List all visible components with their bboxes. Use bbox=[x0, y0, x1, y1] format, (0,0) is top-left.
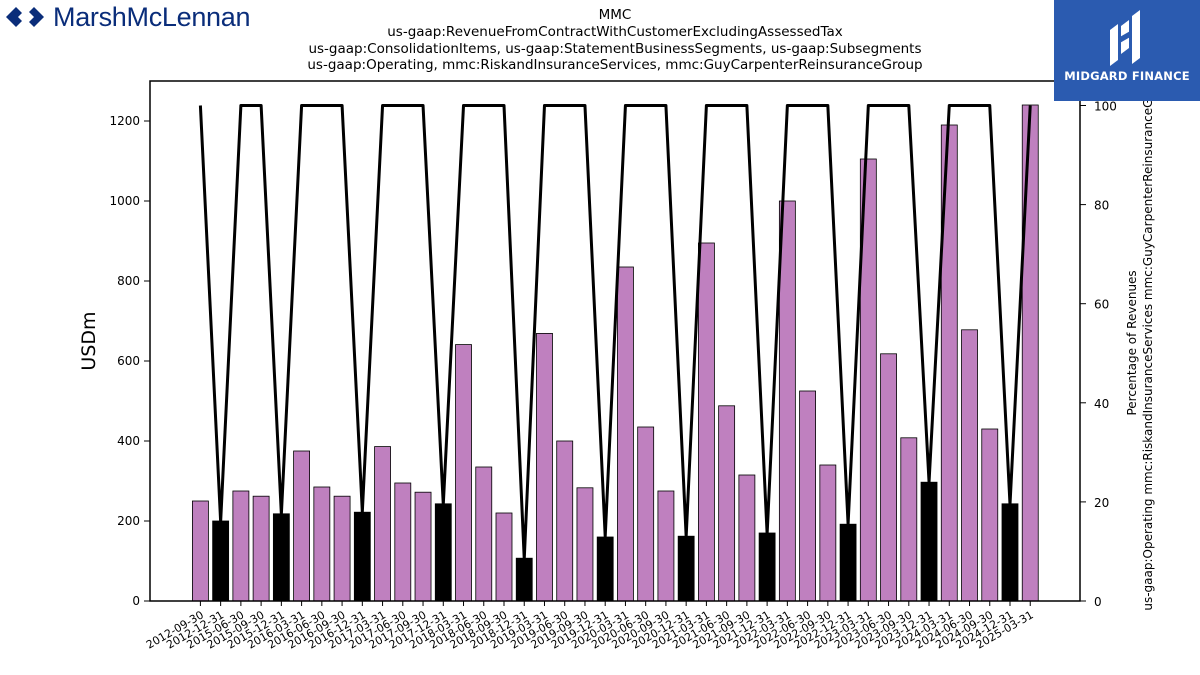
bar bbox=[799, 390, 816, 602]
midgard-brand-text: MIDGARD FINANCE bbox=[1064, 69, 1190, 83]
y2-tick-label: 40 bbox=[1094, 397, 1109, 411]
title-line-3: us-gaap:ConsolidationItems, us-gaap:Stat… bbox=[308, 40, 922, 57]
bar bbox=[434, 503, 452, 602]
bar bbox=[718, 405, 736, 602]
y-tick-label: 400 bbox=[117, 434, 140, 448]
bar bbox=[900, 437, 918, 602]
bar bbox=[920, 481, 938, 602]
y2-tick-label: 100 bbox=[1094, 100, 1117, 114]
y-axis-label: USDm bbox=[78, 311, 100, 370]
y-axis-left: 0 200 400 600 800 1000 1200 bbox=[109, 114, 150, 608]
y2-tick-label: 80 bbox=[1094, 199, 1109, 213]
bar bbox=[596, 536, 614, 602]
bar bbox=[1001, 503, 1019, 602]
bar bbox=[637, 426, 655, 602]
bar bbox=[515, 557, 533, 602]
y2-tick-label: 60 bbox=[1094, 298, 1109, 312]
y2-axis-label-line-2: us-gaap:Operating mmc:RiskandInsuranceSe… bbox=[1141, 71, 1155, 610]
y-tick-label: 1000 bbox=[109, 194, 140, 208]
percentage-line bbox=[198, 104, 1032, 561]
marsh-mclennan-logo: MarshMcLennan bbox=[4, 1, 251, 32]
bar bbox=[394, 482, 412, 602]
y-tick-label: 1200 bbox=[109, 114, 140, 128]
bar bbox=[738, 474, 756, 602]
bar bbox=[414, 491, 432, 602]
y-tick-label: 800 bbox=[117, 274, 140, 288]
bar bbox=[617, 266, 634, 602]
y-axis-right: 0 20 40 60 80 100 bbox=[1080, 100, 1117, 609]
bar bbox=[455, 344, 472, 602]
bar bbox=[313, 486, 331, 602]
x-axis: 2012-09-302012-12-312015-06-302015-09-30… bbox=[144, 601, 1036, 652]
y2-axis-label: Percentage of Revenues us-gaap:Operating… bbox=[1125, 71, 1155, 610]
midgard-logo-icon bbox=[1110, 10, 1140, 66]
bar bbox=[981, 428, 999, 602]
bar bbox=[556, 440, 574, 602]
bar bbox=[252, 495, 270, 602]
bar bbox=[536, 332, 553, 602]
bar bbox=[272, 513, 290, 602]
bar bbox=[1021, 104, 1039, 602]
plot-frame bbox=[149, 80, 1081, 602]
title-line-2: us-gaap:RevenueFromContractWithCustomerE… bbox=[387, 23, 843, 40]
title-line-1: MMC bbox=[598, 7, 632, 23]
chart-title: MMC us-gaap:RevenueFromContractWithCusto… bbox=[200, 7, 1030, 74]
y-tick-label: 0 bbox=[132, 594, 140, 608]
brand-name: MarshMcLennan bbox=[53, 1, 251, 32]
bar-series bbox=[191, 104, 1039, 602]
bar bbox=[677, 535, 695, 602]
title-line-4: us-gaap:Operating, mmc:RiskandInsuranceS… bbox=[307, 57, 923, 74]
y2-tick-label: 0 bbox=[1094, 595, 1102, 609]
bar bbox=[212, 520, 230, 602]
bar bbox=[819, 464, 837, 602]
bar bbox=[374, 446, 391, 602]
bar bbox=[880, 353, 897, 602]
marsh-mclennan-logo-icon bbox=[6, 7, 44, 27]
bar bbox=[495, 512, 513, 602]
bar bbox=[475, 466, 493, 602]
bar bbox=[657, 490, 675, 602]
y2-tick-label: 20 bbox=[1094, 496, 1109, 510]
bar bbox=[333, 495, 351, 602]
y2-axis-label-line-1: Percentage of Revenues bbox=[1125, 270, 1139, 415]
bar bbox=[778, 200, 796, 602]
y-tick-label: 600 bbox=[117, 354, 140, 368]
bar bbox=[698, 242, 715, 602]
bar bbox=[232, 490, 250, 602]
bar bbox=[293, 450, 311, 602]
midgard-finance-logo: MIDGARD FINANCE bbox=[1054, 0, 1200, 101]
y-tick-label: 200 bbox=[117, 514, 140, 528]
bar bbox=[758, 532, 776, 602]
bar bbox=[191, 500, 209, 602]
bar bbox=[961, 329, 978, 602]
bar bbox=[353, 511, 371, 602]
bar bbox=[839, 523, 857, 602]
bar bbox=[576, 487, 594, 602]
